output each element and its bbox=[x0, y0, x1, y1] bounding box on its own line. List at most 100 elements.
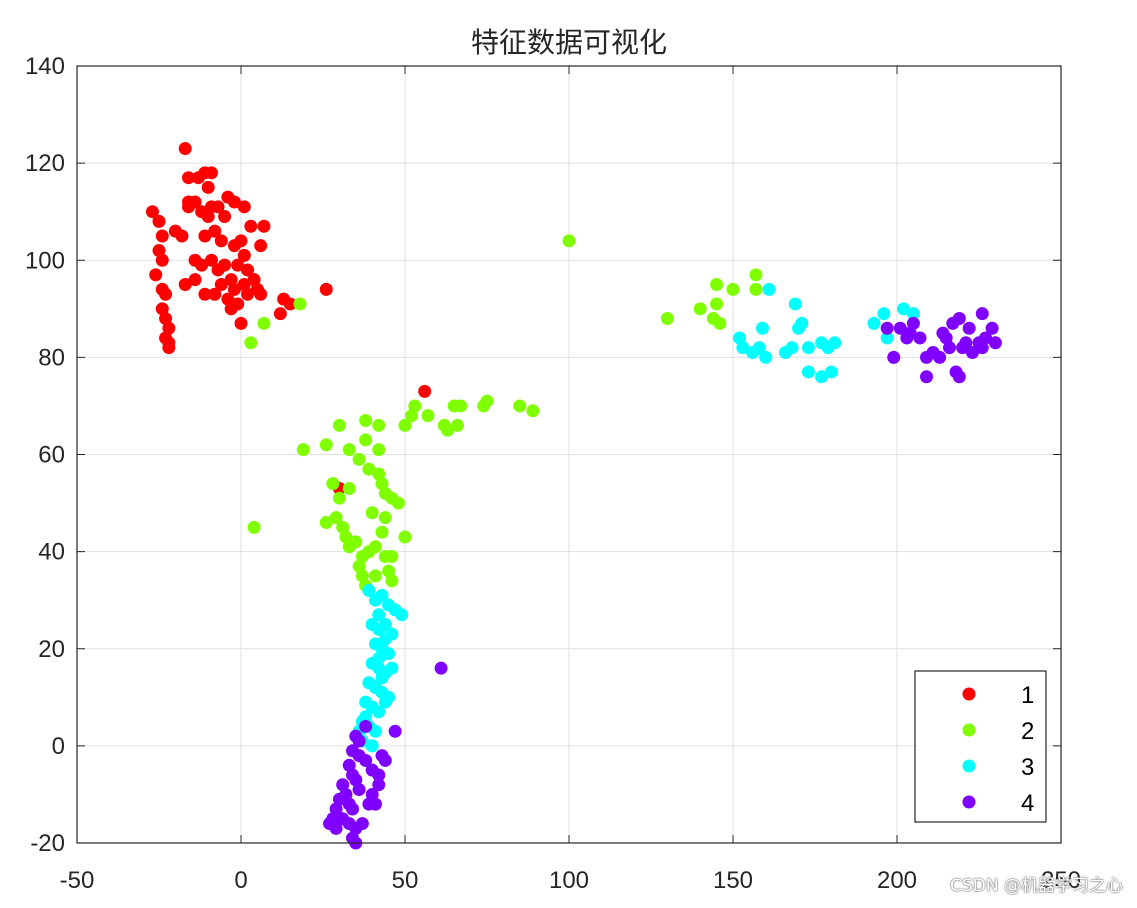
data-point bbox=[526, 404, 540, 418]
data-point bbox=[234, 316, 248, 330]
data-point bbox=[395, 608, 409, 622]
data-point bbox=[398, 418, 412, 432]
data-point bbox=[257, 316, 271, 330]
data-point bbox=[421, 409, 435, 423]
data-point bbox=[762, 282, 776, 296]
data-point bbox=[332, 491, 346, 505]
data-point bbox=[149, 268, 163, 282]
data-point bbox=[385, 661, 399, 675]
data-point bbox=[749, 282, 763, 296]
data-point bbox=[342, 443, 356, 457]
data-point bbox=[365, 739, 379, 753]
data-point bbox=[346, 802, 360, 816]
data-point bbox=[388, 724, 402, 738]
data-point bbox=[372, 778, 386, 792]
data-point bbox=[562, 234, 576, 248]
legend-label: 1 bbox=[1021, 682, 1034, 709]
x-tick-label: 150 bbox=[713, 867, 753, 894]
y-tick-label: 80 bbox=[38, 344, 65, 371]
data-point bbox=[756, 321, 770, 335]
data-point bbox=[352, 452, 366, 466]
y-tick-label: 120 bbox=[25, 150, 65, 177]
data-point bbox=[283, 297, 297, 311]
data-point bbox=[962, 321, 976, 335]
data-point bbox=[319, 282, 333, 296]
data-point bbox=[241, 287, 255, 301]
data-point bbox=[198, 287, 212, 301]
data-point bbox=[965, 346, 979, 360]
x-tick-label: 0 bbox=[234, 867, 247, 894]
data-point bbox=[247, 520, 261, 534]
data-point bbox=[296, 443, 310, 457]
data-point bbox=[352, 783, 366, 797]
data-point bbox=[368, 540, 382, 554]
data-point bbox=[893, 321, 907, 335]
data-point bbox=[159, 287, 173, 301]
data-point bbox=[975, 307, 989, 321]
data-point bbox=[726, 282, 740, 296]
series-1 bbox=[145, 142, 432, 495]
data-point bbox=[408, 399, 422, 413]
data-point bbox=[880, 331, 894, 345]
data-point bbox=[378, 511, 392, 525]
data-point bbox=[359, 433, 373, 447]
x-tick-label: 50 bbox=[392, 867, 419, 894]
data-point bbox=[214, 278, 228, 292]
chart-title: 特征数据可视化 bbox=[471, 26, 667, 59]
grid-lines bbox=[76, 65, 1062, 844]
data-point bbox=[713, 316, 727, 330]
data-point bbox=[372, 608, 386, 622]
data-point bbox=[201, 180, 215, 194]
data-point bbox=[785, 341, 799, 355]
data-point bbox=[795, 316, 809, 330]
data-point bbox=[319, 515, 333, 529]
x-tick-label: 250 bbox=[1041, 867, 1081, 894]
legend-marker bbox=[962, 687, 976, 701]
y-tick-label: 0 bbox=[52, 733, 65, 760]
data-point bbox=[398, 530, 412, 544]
data-point bbox=[450, 418, 464, 432]
data-point bbox=[204, 253, 218, 267]
legend-box bbox=[914, 670, 1047, 823]
data-point bbox=[736, 341, 750, 355]
series-2 bbox=[244, 234, 763, 593]
data-point bbox=[178, 142, 192, 156]
data-point bbox=[152, 214, 166, 228]
x-tick-label: 100 bbox=[549, 867, 589, 894]
data-point bbox=[155, 229, 169, 243]
legend-label: 3 bbox=[1021, 754, 1034, 781]
axis-ticks: -50 0 50 100 150 200 250 -20 0 20 40 60 80 100 120 140 bbox=[25, 53, 1081, 894]
data-point bbox=[372, 651, 386, 665]
data-point bbox=[227, 282, 241, 296]
data-point bbox=[391, 496, 405, 510]
data-point bbox=[913, 331, 927, 345]
data-point bbox=[244, 336, 258, 350]
data-point bbox=[178, 278, 192, 292]
data-point bbox=[273, 307, 287, 321]
data-point bbox=[182, 171, 196, 185]
data-point bbox=[175, 229, 189, 243]
data-point bbox=[244, 219, 258, 233]
data-point bbox=[352, 734, 366, 748]
y-tick-label: 60 bbox=[38, 442, 65, 469]
data-point bbox=[880, 321, 894, 335]
data-point bbox=[372, 443, 386, 457]
data-point bbox=[214, 234, 228, 248]
data-point bbox=[204, 166, 218, 180]
data-point bbox=[359, 719, 373, 733]
data-point bbox=[254, 287, 268, 301]
data-point bbox=[368, 724, 382, 738]
data-point bbox=[234, 234, 248, 248]
data-point bbox=[319, 438, 333, 452]
x-tick-label: -50 bbox=[60, 867, 95, 894]
data-point bbox=[752, 341, 766, 355]
data-point bbox=[362, 462, 376, 476]
series-3 bbox=[349, 282, 920, 753]
data-point bbox=[933, 350, 947, 364]
data-point bbox=[906, 307, 920, 321]
data-point bbox=[359, 753, 373, 767]
data-point bbox=[906, 316, 920, 330]
data-point bbox=[759, 350, 773, 364]
data-point bbox=[237, 248, 251, 262]
